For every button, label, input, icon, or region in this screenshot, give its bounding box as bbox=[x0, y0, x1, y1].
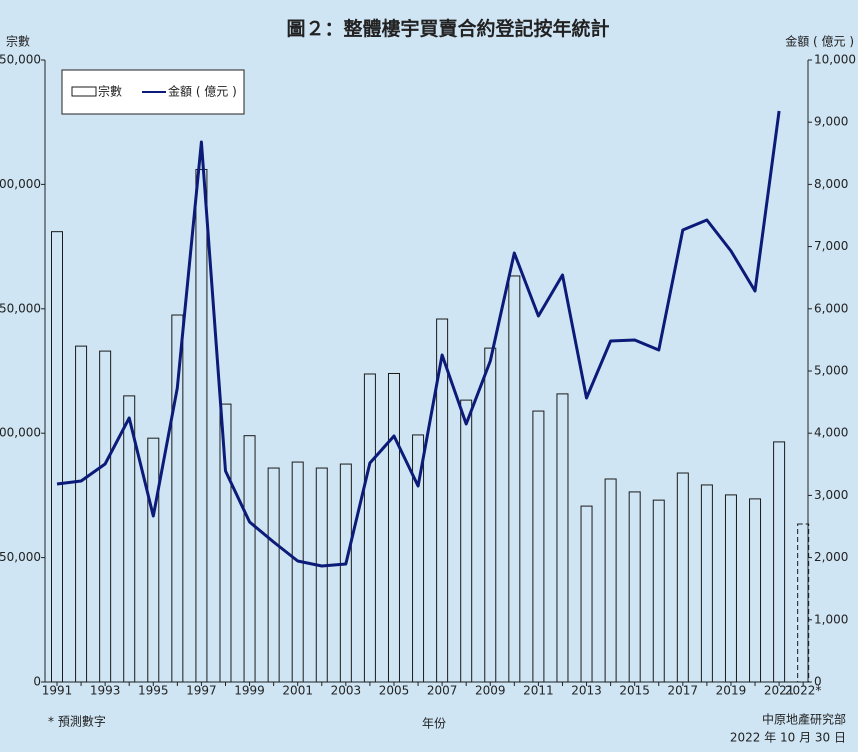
y2-tick-label: 9,000 bbox=[814, 115, 848, 129]
bar bbox=[171, 314, 184, 683]
bar bbox=[508, 275, 521, 683]
x-tick-label: 2007 bbox=[427, 684, 458, 698]
bar bbox=[51, 231, 63, 683]
bar bbox=[412, 434, 425, 683]
footnote: * 預測數字 bbox=[48, 714, 106, 729]
bar bbox=[797, 523, 810, 683]
x-tick-label: 2011 bbox=[523, 684, 554, 698]
y-tick-label: 150,000 bbox=[0, 301, 41, 315]
y2-tick-label: 5,000 bbox=[814, 364, 848, 378]
bar bbox=[773, 441, 786, 683]
bar bbox=[556, 393, 569, 683]
y2-tick-label: 3,000 bbox=[814, 488, 848, 502]
date: 2022 年 10 月 30 日 bbox=[730, 731, 846, 745]
x-tick-label: 1999 bbox=[234, 684, 265, 698]
y-tick-label: 50,000 bbox=[0, 550, 41, 564]
x-tick-label: 2003 bbox=[331, 684, 362, 698]
x-tick-label: 1991 bbox=[42, 684, 73, 698]
bar bbox=[99, 350, 112, 683]
legend-swatch bbox=[71, 86, 97, 97]
bar bbox=[484, 347, 497, 683]
y2-tick-label: 10,000 bbox=[814, 53, 856, 67]
x-tick-label: 2013 bbox=[571, 684, 602, 698]
x-tick-label: 1993 bbox=[90, 684, 121, 698]
bar bbox=[460, 399, 473, 683]
bar bbox=[749, 498, 762, 683]
line bbox=[56, 110, 781, 568]
legend-label: 金額 ( 億元 ) bbox=[168, 84, 237, 99]
bar bbox=[387, 372, 400, 683]
x-tick-label: 2001 bbox=[282, 684, 313, 698]
bar bbox=[315, 467, 328, 683]
x-tick-label: 2015 bbox=[619, 684, 650, 698]
y2-tick-label: 6,000 bbox=[814, 301, 848, 315]
y-tick-label: 200,000 bbox=[0, 177, 41, 191]
y-tick-label: 100,000 bbox=[0, 426, 41, 440]
bar bbox=[676, 472, 689, 683]
bar bbox=[604, 478, 617, 683]
x-tick-label: 2017 bbox=[668, 684, 699, 698]
bar bbox=[339, 463, 352, 683]
chart-title: 圖２：整體樓宇買賣合約登記按年統計 bbox=[286, 17, 609, 40]
bar bbox=[532, 410, 545, 683]
y-tick-label: 0 bbox=[33, 675, 41, 689]
bar bbox=[724, 494, 737, 683]
x-tick-label: 2021 bbox=[764, 684, 795, 698]
bar bbox=[219, 403, 232, 683]
legend-label: 宗數 bbox=[98, 84, 122, 99]
x-tick-label: 1995 bbox=[138, 684, 169, 698]
bar bbox=[700, 484, 713, 683]
x-tick-label: 2022* bbox=[785, 684, 822, 698]
bar bbox=[147, 437, 160, 683]
y2-axis-title: 金額 ( 億元 ) bbox=[785, 34, 854, 49]
x-tick-label: 2019 bbox=[716, 684, 747, 698]
y2-tick-label: 1,000 bbox=[814, 612, 848, 626]
bar bbox=[291, 461, 304, 683]
x-axis-title: 年份 bbox=[422, 717, 446, 731]
bar bbox=[75, 345, 88, 683]
y2-tick-label: 7,000 bbox=[814, 239, 848, 253]
bar bbox=[580, 505, 593, 683]
bar bbox=[195, 168, 208, 683]
x-tick-label: 2005 bbox=[379, 684, 410, 698]
x-tick-label: 2009 bbox=[475, 684, 506, 698]
bar bbox=[363, 373, 376, 683]
y-axis-title: 宗數 bbox=[6, 34, 30, 49]
bar bbox=[243, 435, 256, 683]
bar bbox=[652, 499, 665, 683]
y2-tick-label: 8,000 bbox=[814, 177, 848, 191]
bar bbox=[628, 491, 641, 683]
y2-tick-label: 4,000 bbox=[814, 426, 848, 440]
bar bbox=[267, 467, 280, 683]
bar bbox=[436, 318, 449, 683]
y2-tick-label: 2,000 bbox=[814, 550, 848, 564]
y2-tick-label: 0 bbox=[814, 675, 822, 689]
x-tick-label: 1997 bbox=[186, 684, 217, 698]
source: 中原地產研究部 bbox=[762, 712, 846, 727]
bar bbox=[123, 395, 136, 683]
y-tick-label: 250,000 bbox=[0, 53, 41, 67]
